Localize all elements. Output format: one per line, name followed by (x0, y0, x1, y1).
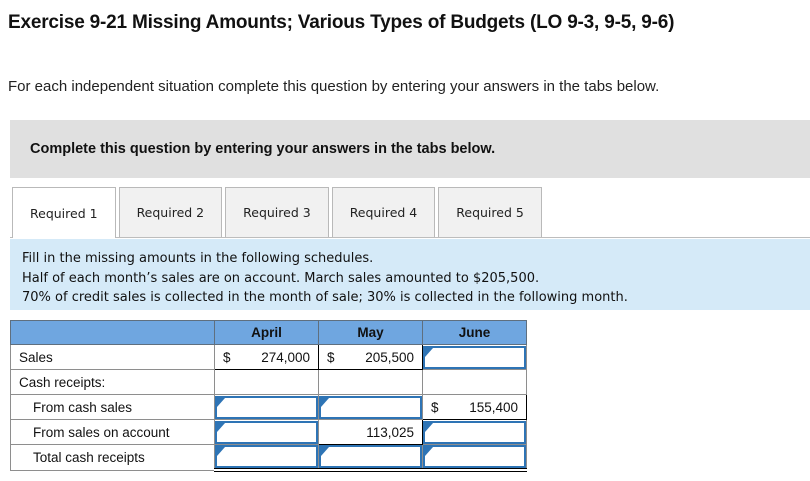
sales-may-value: $ 205,500 (318, 344, 423, 370)
tab-required-1[interactable]: Required 1 (12, 187, 116, 238)
from-cash-sales-june-value: $ 155,400 (422, 394, 527, 420)
table-header-row: April May June (10, 320, 527, 345)
cash-receipts-schedule: April May June Sales $ 274,000 $ 205,500 (10, 320, 527, 472)
header-april: April (214, 320, 319, 345)
header-june: June (422, 320, 527, 345)
row-label-total-cash-receipts: Total cash receipts (10, 444, 215, 471)
page-title: Exercise 9-21 Missing Amounts; Various T… (8, 12, 675, 33)
required-tabs: Required 1 Required 2 Required 3 Require… (10, 187, 810, 238)
input-from-sales-on-account-june[interactable] (423, 420, 526, 444)
schedule-table: April May June Sales $ 274,000 $ 205,500 (10, 320, 527, 472)
instruction-panel-heading: Complete this question by entering your … (30, 141, 496, 157)
tab-required-2[interactable]: Required 2 (118, 187, 223, 237)
blank-cell (422, 369, 527, 395)
answer-flag-icon (425, 347, 433, 357)
answer-flag-icon (217, 447, 225, 456)
answer-flag-icon (321, 397, 329, 407)
row-label-from-sales-on-account: From sales on account (10, 419, 215, 445)
header-may: May (318, 320, 423, 345)
answer-flag-icon (425, 447, 433, 456)
input-sales-june[interactable] (423, 345, 526, 369)
input-total-cash-receipts-june[interactable] (423, 445, 526, 468)
instruction-panel: Complete this question by entering your … (10, 120, 810, 178)
table-row-cash-receipts-heading: Cash receipts: (10, 369, 527, 395)
row-label-cash-receipts: Cash receipts: (10, 369, 215, 395)
currency-symbol: $ (223, 349, 231, 365)
input-from-sales-on-account-april[interactable] (215, 420, 318, 444)
blank-cell (214, 369, 319, 395)
row-label-from-cash-sales: From cash sales (10, 394, 215, 420)
input-total-cash-receipts-may[interactable] (319, 445, 422, 468)
tab-required-4[interactable]: Required 4 (331, 187, 436, 237)
table-row-sales: Sales $ 274,000 $ 205,500 (10, 344, 527, 370)
answer-flag-icon (217, 422, 225, 432)
sales-april-value: $ 274,000 (214, 344, 319, 370)
table-row-from-cash-sales: From cash sales $ 155,400 (10, 394, 527, 420)
input-total-cash-receipts-april[interactable] (215, 445, 318, 468)
instruction-line: Fill in the missing amounts in the follo… (22, 251, 374, 266)
answer-flag-icon (217, 397, 225, 407)
answer-flag-icon (425, 422, 433, 432)
tab-required-3[interactable]: Required 3 (225, 187, 329, 237)
intro-text: For each independent situation complete … (8, 78, 660, 95)
tab-required-5[interactable]: Required 5 (438, 187, 542, 237)
currency-symbol: $ (327, 349, 335, 365)
input-from-cash-sales-april[interactable] (215, 395, 318, 419)
input-from-cash-sales-may[interactable] (319, 395, 422, 419)
table-row-total-cash-receipts: Total cash receipts (10, 444, 527, 472)
currency-symbol: $ (431, 399, 439, 415)
requirement-instructions: Fill in the missing amounts in the follo… (10, 239, 810, 310)
from-sales-on-account-may-value: 113,025 (318, 419, 423, 445)
header-blank-cell (10, 320, 215, 345)
blank-cell (318, 369, 423, 395)
row-label-sales: Sales (10, 344, 215, 370)
instruction-line: Half of each month’s sales are on accoun… (22, 270, 540, 286)
answer-flag-icon (321, 447, 329, 456)
instruction-line: 70% of credit sales is collected in the … (22, 290, 628, 305)
table-row-from-sales-on-account: From sales on account 113,025 (10, 419, 527, 445)
